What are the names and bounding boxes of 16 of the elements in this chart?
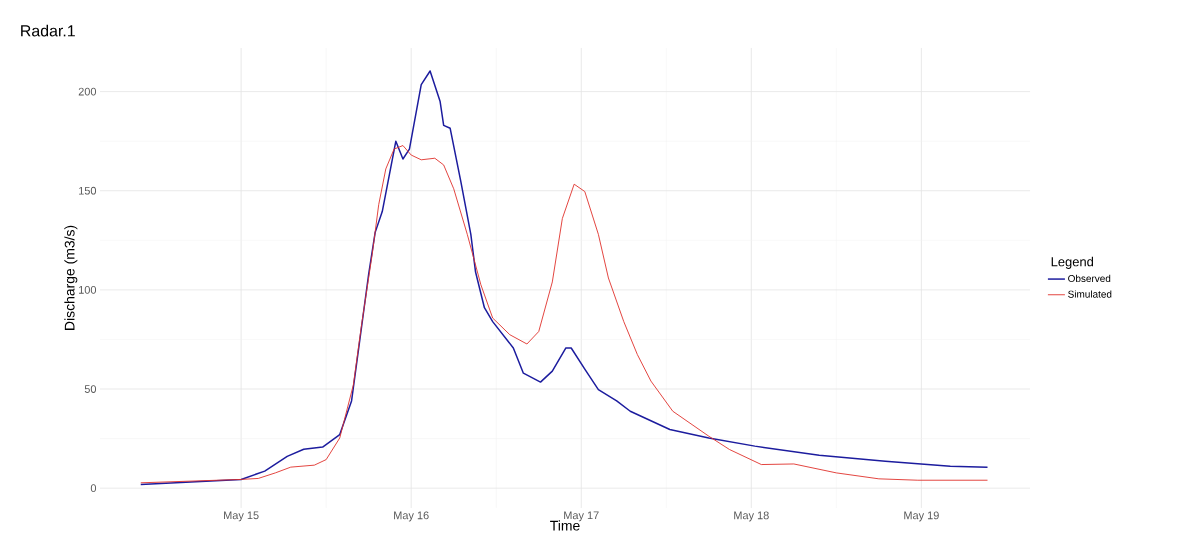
legend-label: Simulated — [1068, 290, 1112, 298]
y-tick-label: 100 — [79, 286, 97, 294]
chart-title: Radar.1 — [21, 24, 75, 37]
y-tick-label: 150 — [79, 186, 97, 195]
x-tick-label: May 17 — [564, 511, 599, 522]
y-tick-label: 50 — [84, 385, 97, 393]
x-axis-title: Time — [550, 520, 580, 531]
y-tick-label: 200 — [78, 87, 97, 96]
x-tick-label: May 15 — [224, 511, 259, 522]
legend-title: Legend — [1051, 256, 1094, 269]
y-axis-title: Discharge (m3/s) — [64, 225, 78, 330]
legend-label: Observed — [1068, 274, 1111, 283]
x-tick-label: May 16 — [394, 511, 429, 522]
x-tick-label: May 18 — [734, 511, 769, 522]
y-tick-label: 0 — [90, 484, 97, 493]
x-tick-label: May 19 — [904, 511, 939, 522]
